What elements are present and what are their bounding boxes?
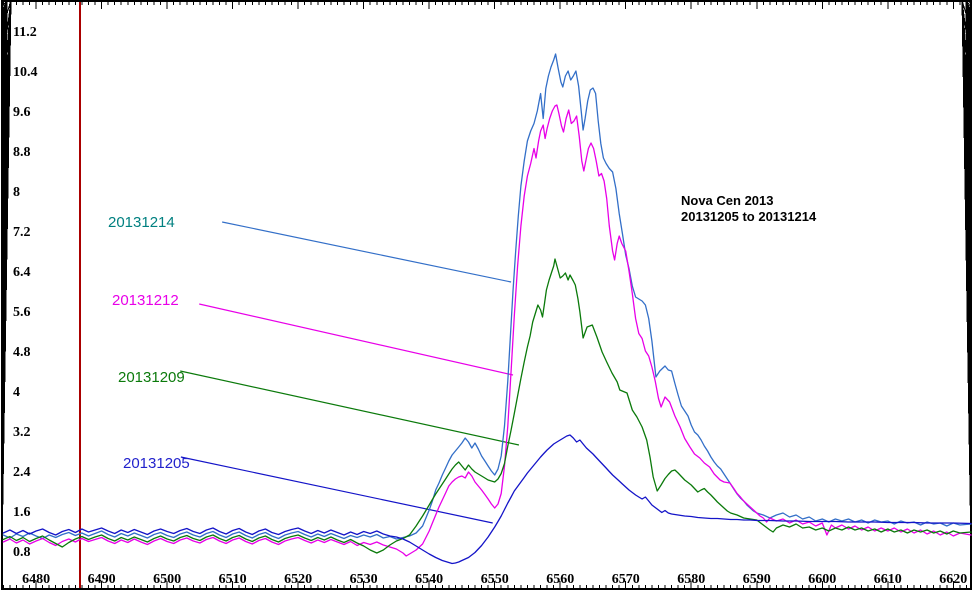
x-tick-label: 6520 [284,572,312,587]
chart-title: Nova Cen 2013 20131205 to 20131214 [681,193,816,225]
x-tick-label: 6490 [88,572,116,587]
y-tick-label: 5.6 [13,305,31,320]
leader-lines [180,221,520,524]
leader-line-20131214 [222,221,512,283]
series-label-20131209: 20131209 [118,369,185,386]
chart-title-line1: Nova Cen 2013 [681,193,774,208]
x-tick-label: 6590 [743,572,771,587]
series-curves [2,53,972,565]
leader-line-20131212 [199,303,514,376]
y-tick-label: 7.2 [13,225,31,240]
series-curve-20131212 [2,104,972,557]
x-tick-label: 6600 [808,572,836,587]
series-label-20131205: 20131205 [123,455,190,472]
y-tick-label: 1.6 [13,505,31,520]
series-curve-20131205 [2,434,972,565]
x-tick-label: 6570 [612,572,640,587]
x-tick-label: 6530 [350,572,378,587]
series-label-20131212: 20131212 [112,292,179,309]
y-tick-label: 4.8 [13,345,31,360]
leader-line-20131205 [180,456,493,524]
x-tick-labels: 6480 6490 6500 6510 6520 6530 6540 6550 6560 6570… [22,572,967,587]
leader-line-20131209 [180,370,520,446]
y-tick-label: 11.2 [13,25,37,40]
y-tick-label: 0.8 [13,545,31,560]
x-tick-label: 6540 [415,572,443,587]
series-curve-20131214 [2,53,972,540]
x-tick-label: 6500 [153,572,181,587]
y-tick-labels: 0.8 1.6 2.4 3.2 4 4.8 5.6 6.4 7.2 8 8.8 9.6 10.4 11.2 [13,25,38,560]
x-tick-label: 6550 [481,572,509,587]
y-tick-label: 3.2 [13,425,31,440]
y-tick-label: 8 [13,185,20,200]
y-tick-label: 8.8 [13,145,31,160]
x-tick-label: 6560 [546,572,574,587]
y-tick-label: 2.4 [13,465,31,480]
series-curve-20131209 [2,258,972,554]
y-tick-label: 9.6 [13,105,31,120]
y-tick-label: 10.4 [13,65,38,80]
x-tick-label: 6620 [939,572,967,587]
x-tick-label: 6510 [219,572,247,587]
chart-title-line2: 20131205 to 20131214 [681,209,817,224]
series-label-20131214: 20131214 [108,214,175,231]
x-tick-label: 6480 [22,572,50,587]
x-tick-label: 6610 [874,572,902,587]
x-tick-label: 6580 [677,572,705,587]
y-tick-label: 6.4 [13,265,31,280]
y-tick-label: 4 [13,385,20,400]
